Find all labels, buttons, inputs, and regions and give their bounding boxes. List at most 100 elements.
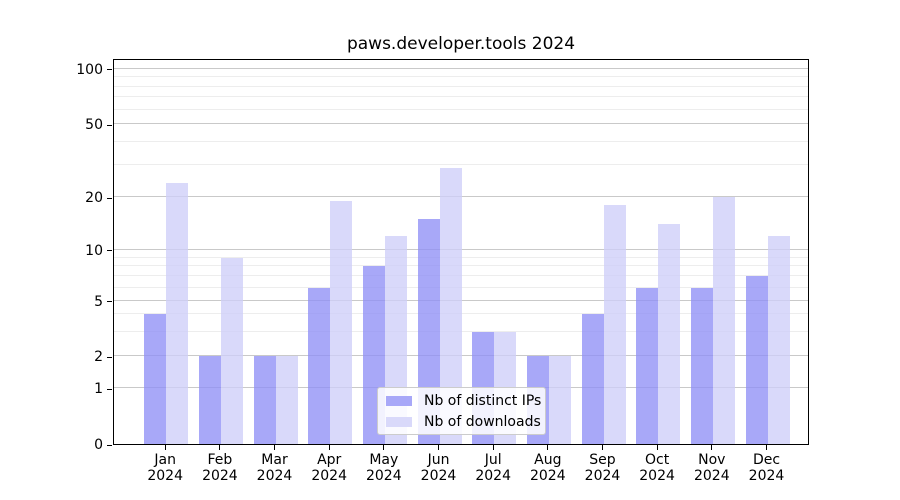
x-tick-mar [274, 445, 275, 450]
legend-label-1: Nb of downloads [424, 413, 541, 430]
x-tick-year-feb: 2024 [202, 468, 238, 484]
y-tick-100 [107, 69, 112, 71]
x-tick-month-mar: Mar [261, 452, 288, 468]
x-tick-month-may: May [369, 452, 399, 468]
x-tick-year-apr: 2024 [311, 468, 347, 484]
x-tick-month-oct: Oct [644, 452, 670, 468]
x-tick-dec [766, 445, 767, 450]
x-tick-year-nov: 2024 [693, 468, 730, 484]
x-tick-may [383, 445, 385, 450]
bar-nb-of-downloads-dec [767, 236, 790, 444]
x-tick-year-oct: 2024 [639, 468, 675, 484]
bar-nb-of-downloads-jun [439, 167, 462, 444]
y-tick-1 [107, 388, 112, 390]
bar-nb-of-distinct-ips-feb [198, 356, 221, 444]
chart-title: paws.developer.tools 2024 [346, 34, 576, 54]
x-tick-nov [711, 445, 713, 450]
bar-nb-of-distinct-ips-nov [690, 287, 713, 444]
y-tick-5 [107, 301, 112, 303]
x-tick-apr [328, 445, 330, 450]
x-tick-label-apr: Apr 2024 [289, 452, 369, 484]
x-tick-month-jan: Jan [154, 452, 176, 468]
y-tick-label-100: 100 [76, 61, 103, 78]
bar-nb-of-distinct-ips-jan [144, 314, 167, 444]
y-tick-20 [107, 197, 112, 199]
x-tick-month-aug: Aug [534, 452, 562, 468]
x-tick-aug [547, 445, 549, 450]
y-tick-label-1: 1 [94, 381, 103, 398]
x-tick-label-sep: Sep 2024 [563, 452, 643, 484]
bar-nb-of-distinct-ips-sep [581, 314, 604, 444]
bar-nb-of-distinct-ips-apr [308, 287, 331, 444]
x-tick-month-sep: Sep [589, 452, 616, 468]
x-tick-year-aug: 2024 [529, 468, 566, 484]
legend-swatch-0 [386, 395, 412, 406]
x-tick-year-jun: 2024 [420, 468, 457, 484]
x-tick-year-may: 2024 [365, 468, 402, 484]
bar-nb-of-downloads-oct [658, 224, 681, 444]
legend-row-1: Nb of downloads [386, 414, 541, 430]
y-tick-label-20: 20 [85, 190, 103, 207]
y-tick-10 [107, 250, 112, 252]
bar-nb-of-downloads-aug [548, 356, 571, 444]
x-tick-feb [219, 445, 221, 450]
minor-gridline-30 [114, 163, 808, 165]
x-tick-sep [602, 445, 603, 450]
legend-label-0: Nb of distinct IPs [424, 392, 542, 409]
bar-nb-of-downloads-apr [330, 201, 353, 444]
y-tick-0 [107, 444, 112, 446]
y-tick-50 [107, 124, 112, 126]
bar-nb-of-downloads-feb [220, 257, 243, 444]
plot-area [113, 59, 809, 445]
x-tick-label-nov: Nov 2024 [672, 452, 752, 484]
y-tick-label-5: 5 [94, 293, 103, 310]
bar-nb-of-downloads-sep [603, 205, 626, 444]
bar-nb-of-downloads-mar [275, 356, 298, 444]
legend-row-0: Nb of distinct IPs [386, 393, 541, 409]
x-tick-year-mar: 2024 [256, 468, 293, 484]
x-tick-oct [656, 445, 658, 450]
x-tick-label-may: May 2024 [344, 452, 424, 484]
x-tick-month-jul: Jul [484, 452, 502, 468]
x-tick-month-feb: Feb [207, 452, 233, 468]
x-tick-year-jul: 2024 [475, 468, 511, 484]
legend: Nb of distinct IPs Nb of downloads [377, 387, 546, 435]
y-tick-2 [107, 356, 112, 358]
bar-nb-of-distinct-ips-mar [253, 356, 276, 444]
y-tick-label-2: 2 [94, 349, 103, 365]
x-tick-year-dec: 2024 [748, 468, 785, 484]
legend-swatch-1 [386, 416, 412, 427]
x-tick-label-aug: Aug 2024 [508, 452, 588, 484]
bar-nb-of-downloads-jan [166, 182, 189, 444]
bar-nb-of-downloads-nov [712, 197, 735, 444]
minor-gridline-40 [114, 141, 808, 142]
x-tick-jun [438, 445, 439, 450]
x-tick-month-dec: Dec [752, 452, 781, 468]
x-tick-year-sep: 2024 [584, 468, 621, 484]
x-tick-jan [164, 445, 166, 450]
major-gridline-50 [114, 123, 808, 125]
y-tick-label-50: 50 [85, 117, 103, 134]
minor-gridline-90 [114, 76, 808, 78]
major-gridline-100 [114, 67, 808, 69]
minor-gridline-80 [114, 85, 808, 87]
x-tick-month-nov: Nov [698, 452, 726, 468]
x-tick-jul [492, 445, 494, 450]
x-tick-label-jul: Jul 2024 [453, 452, 533, 484]
minor-gridline-60 [114, 108, 808, 110]
x-tick-label-feb: Feb 2024 [180, 452, 260, 484]
x-tick-month-jun: Jun [427, 452, 450, 468]
bar-nb-of-distinct-ips-dec [745, 276, 768, 444]
x-tick-month-apr: Apr [317, 452, 342, 468]
x-tick-label-jan: Jan 2024 [125, 452, 205, 484]
x-tick-label-mar: Mar 2024 [235, 452, 315, 484]
x-tick-year-jan: 2024 [147, 468, 183, 484]
y-tick-label-10: 10 [85, 242, 103, 259]
y-tick-label-0: 0 [94, 437, 103, 453]
x-tick-label-oct: Oct 2024 [617, 452, 697, 484]
minor-gridline-70 [114, 96, 808, 98]
x-tick-label-jun: Jun 2024 [399, 452, 479, 484]
bar-nb-of-distinct-ips-oct [636, 287, 659, 444]
x-tick-label-dec: Dec 2024 [727, 452, 807, 484]
